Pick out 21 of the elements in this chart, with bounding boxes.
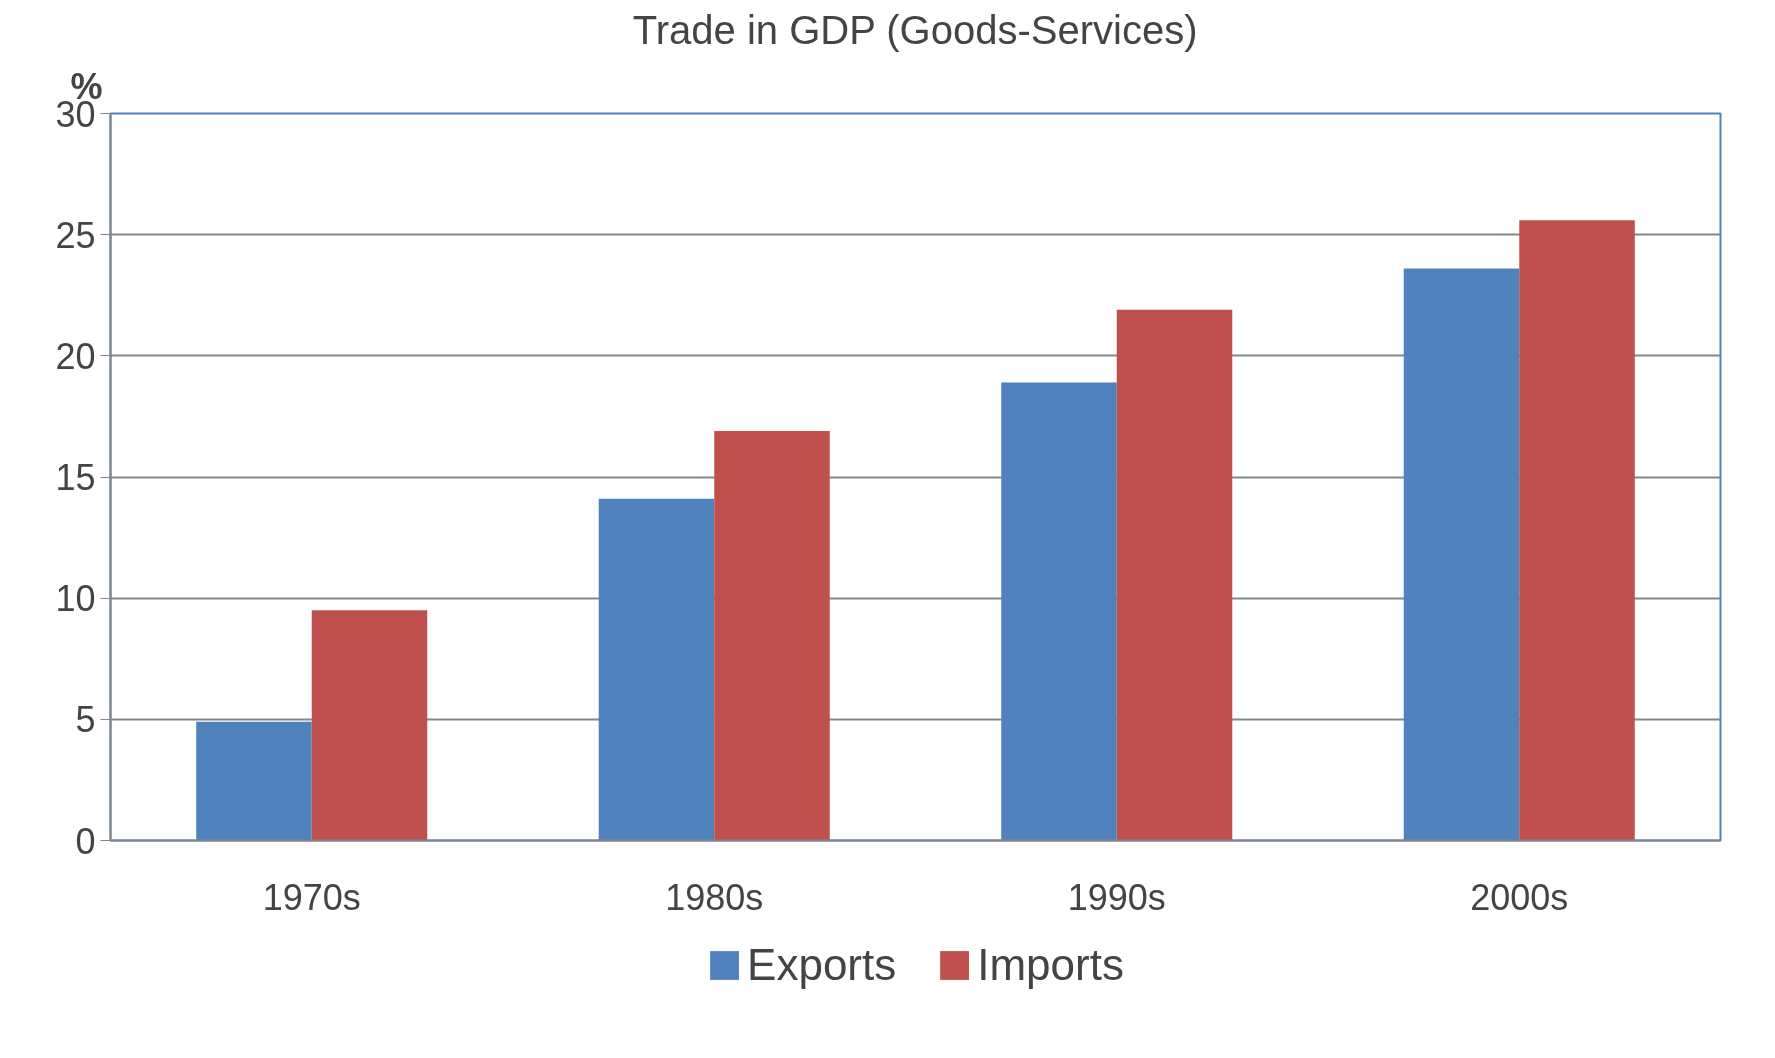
- y-tick-label: 5: [75, 699, 96, 741]
- bar: [1116, 309, 1233, 841]
- bar: [1001, 382, 1117, 841]
- bar: [714, 430, 830, 841]
- bar: [311, 610, 428, 841]
- y-tick-label: 20: [55, 335, 96, 377]
- x-tick-label: 1970s: [262, 876, 361, 918]
- bar: [196, 721, 312, 841]
- y-tick-label: 0: [75, 820, 96, 862]
- bar: [1519, 220, 1635, 841]
- chart-title: Trade in GDP (Goods-Services): [632, 7, 1198, 52]
- bar: [598, 498, 715, 841]
- bar: [1403, 268, 1520, 841]
- y-tick-label: 25: [55, 214, 96, 256]
- x-tick-label: 2000s: [1470, 876, 1569, 918]
- x-tick-label: 1990s: [1067, 876, 1166, 918]
- legend-label: Imports: [977, 940, 1124, 990]
- y-tick-label: 15: [55, 457, 96, 498]
- legend-label: Exports: [747, 940, 897, 990]
- y-tick-label: 10: [55, 578, 96, 620]
- x-tick-label: 1980s: [665, 876, 764, 918]
